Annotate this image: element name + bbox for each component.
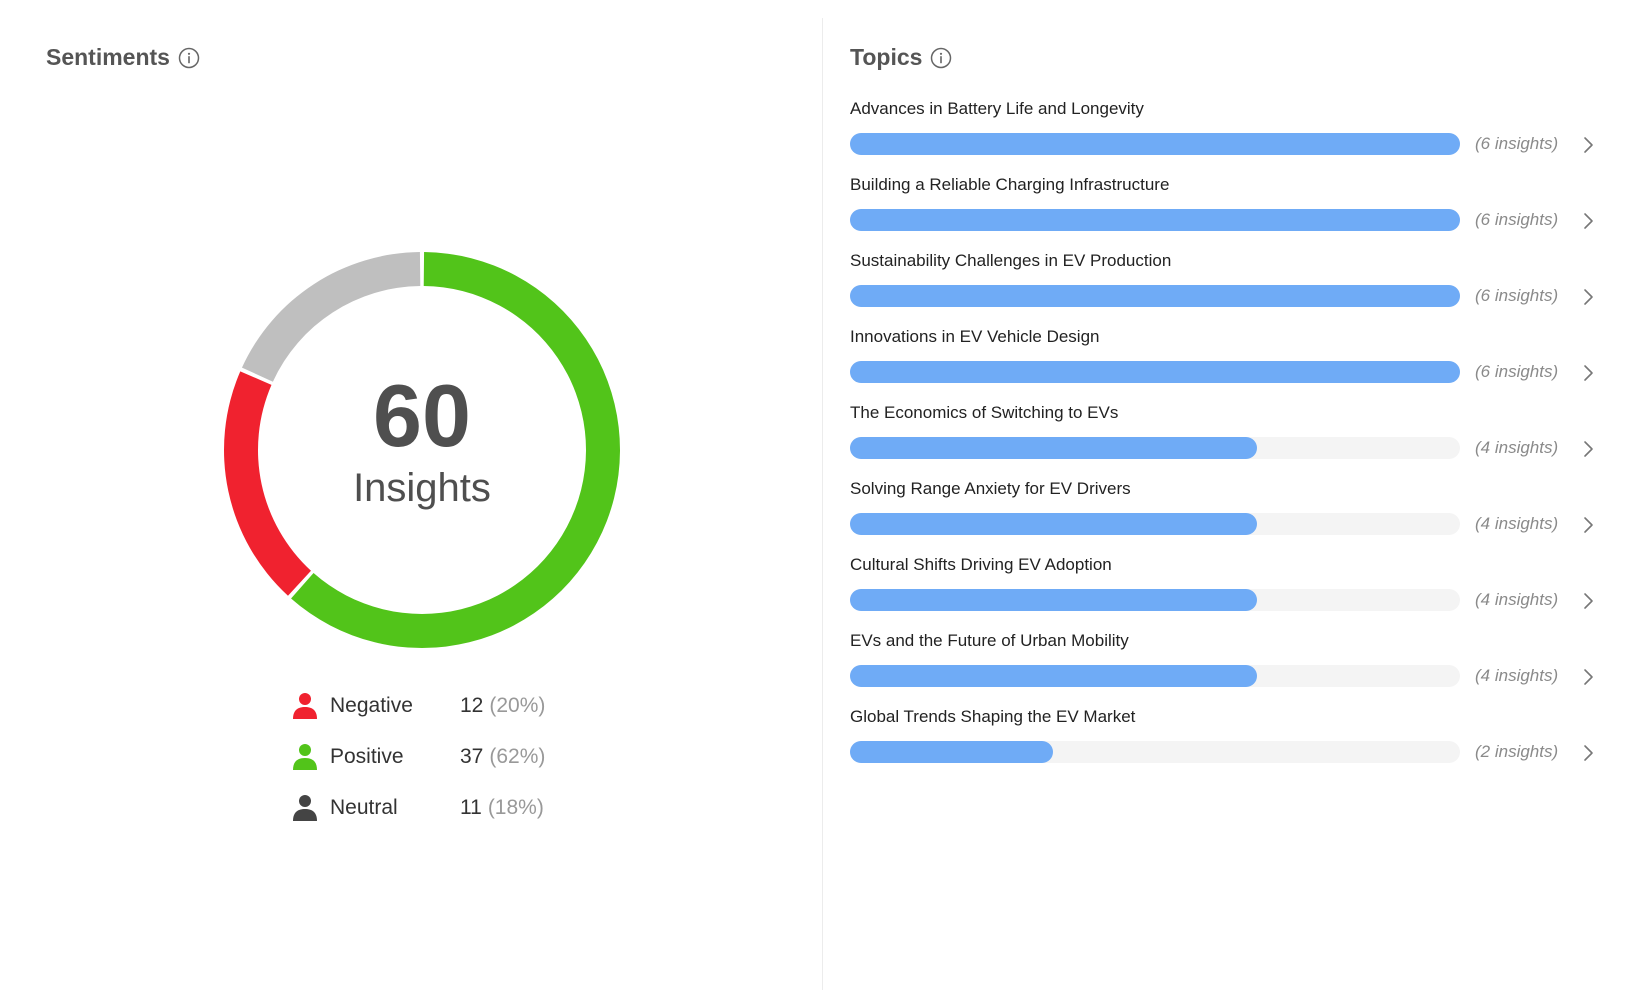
topic-bar-track — [850, 513, 1460, 535]
topic-bar-fill — [850, 285, 1460, 307]
chevron-right-icon[interactable] — [1580, 288, 1596, 306]
topic-bar-track — [850, 209, 1460, 231]
topics-panel: Topics Advances in Battery Life and Long… — [823, 0, 1633, 1001]
topic-bar-fill — [850, 589, 1257, 611]
topic-insights-count: (6 insights) — [1475, 362, 1559, 381]
total-insights-count: 60 — [373, 366, 471, 465]
chevron-right-icon[interactable] — [1580, 592, 1596, 610]
topics-header: Topics — [850, 44, 952, 71]
legend-label-neutral: Neutral — [330, 795, 398, 819]
chevron-right-icon[interactable] — [1580, 516, 1596, 534]
topic-row[interactable]: Advances in Battery Life and Longevity (6… — [850, 97, 1610, 173]
topic-bar-fill — [850, 665, 1257, 687]
topic-insights-count: (6 insights) — [1475, 134, 1559, 153]
sentiments-title: Sentiments — [46, 44, 170, 70]
legend-count-negative: 12 — [460, 693, 484, 717]
chevron-right-icon[interactable] — [1580, 136, 1596, 154]
chevron-right-icon[interactable] — [1580, 744, 1596, 762]
donut-segment-negative[interactable] — [223, 371, 311, 596]
info-icon[interactable] — [930, 47, 952, 69]
topic-title: Cultural Shifts Driving EV Adoption — [850, 555, 1112, 574]
legend-percent-negative: (20%) — [489, 693, 546, 717]
legend-count-neutral: 11 — [460, 795, 482, 819]
topic-insights-count: (4 insights) — [1475, 666, 1559, 685]
topic-insights-count: (4 insights) — [1475, 590, 1559, 609]
legend-label-positive: Positive — [330, 744, 404, 768]
topic-bar-fill — [850, 741, 1054, 763]
legend-row-positive: Positive 37 (62%) — [292, 731, 545, 782]
sentiments-header: Sentiments — [46, 44, 200, 71]
topic-title: Solving Range Anxiety for EV Drivers — [850, 479, 1131, 498]
topic-title: Advances in Battery Life and Longevity — [850, 99, 1144, 118]
topic-bar-track — [850, 665, 1460, 687]
topic-insights-count: (2 insights) — [1475, 742, 1559, 761]
topic-insights-count: (4 insights) — [1475, 514, 1559, 533]
topic-row[interactable]: Building a Reliable Charging Infrastruct… — [850, 173, 1610, 249]
topic-row[interactable]: The Economics of Switching to EVs (4 insi… — [850, 401, 1610, 477]
person-icon — [292, 743, 318, 771]
topic-insights-count: (6 insights) — [1475, 286, 1559, 305]
donut-svg — [223, 252, 620, 648]
chevron-right-icon[interactable] — [1580, 212, 1596, 230]
legend-row-neutral: Neutral 11 (18%) — [292, 782, 545, 833]
topic-title: EVs and the Future of Urban Mobility — [850, 631, 1129, 650]
topic-bar-fill — [850, 133, 1460, 155]
topic-bar-track — [850, 741, 1460, 763]
topic-row[interactable]: Innovations in EV Vehicle Design (6 insig… — [850, 325, 1610, 401]
sentiments-panel: Sentiments 60 Insights Negative 12 (20%) — [46, 44, 632, 833]
topic-row[interactable]: Global Trends Shaping the EV Market (2 in… — [850, 705, 1610, 781]
donut-segment-neutral[interactable] — [241, 252, 421, 382]
topic-title: Global Trends Shaping the EV Market — [850, 707, 1136, 726]
chevron-right-icon[interactable] — [1580, 668, 1596, 686]
topic-bar-track — [850, 437, 1460, 459]
topic-bar-fill — [850, 513, 1257, 535]
topic-bar-fill — [850, 209, 1460, 231]
topic-row[interactable]: Sustainability Challenges in EV Producti… — [850, 249, 1610, 325]
topic-title: Building a Reliable Charging Infrastruct… — [850, 175, 1170, 194]
topics-list: Advances in Battery Life and Longevity (6… — [850, 97, 1610, 781]
person-icon — [292, 794, 318, 822]
sentiment-legend: Negative 12 (20%) Positive 37 (62%) Neut… — [292, 680, 545, 833]
chevron-right-icon[interactable] — [1580, 364, 1596, 382]
topic-bar-fill — [850, 361, 1460, 383]
person-icon — [292, 692, 318, 720]
chevron-right-icon[interactable] — [1580, 440, 1596, 458]
legend-percent-neutral: (18%) — [487, 795, 544, 819]
donut-segment-positive[interactable] — [291, 252, 620, 648]
topic-insights-count: (6 insights) — [1475, 210, 1559, 229]
topic-bar-track — [850, 589, 1460, 611]
total-insights-label: Insights — [353, 466, 491, 510]
topic-insights-count: (4 insights) — [1475, 438, 1559, 457]
topic-bar-track — [850, 361, 1460, 383]
legend-count-positive: 37 — [460, 744, 484, 768]
info-icon[interactable] — [178, 47, 200, 69]
topic-row[interactable]: EVs and the Future of Urban Mobility (4 i… — [850, 629, 1610, 705]
topic-bar-fill — [850, 437, 1257, 459]
topic-bar-track — [850, 285, 1460, 307]
topic-title: The Economics of Switching to EVs — [850, 403, 1119, 422]
legend-percent-positive: (62%) — [489, 744, 546, 768]
topic-row[interactable]: Cultural Shifts Driving EV Adoption (4 in… — [850, 553, 1610, 629]
sentiment-donut-chart: 60 Insights — [212, 240, 632, 660]
topic-bar-track — [850, 133, 1460, 155]
topics-title: Topics — [850, 44, 923, 70]
topic-title: Sustainability Challenges in EV Producti… — [850, 251, 1172, 270]
legend-row-negative: Negative 12 (20%) — [292, 680, 545, 731]
panel-divider — [822, 18, 823, 990]
legend-label-negative: Negative — [330, 693, 413, 717]
topic-title: Innovations in EV Vehicle Design — [850, 327, 1100, 346]
topic-row[interactable]: Solving Range Anxiety for EV Drivers (4 i… — [850, 477, 1610, 553]
